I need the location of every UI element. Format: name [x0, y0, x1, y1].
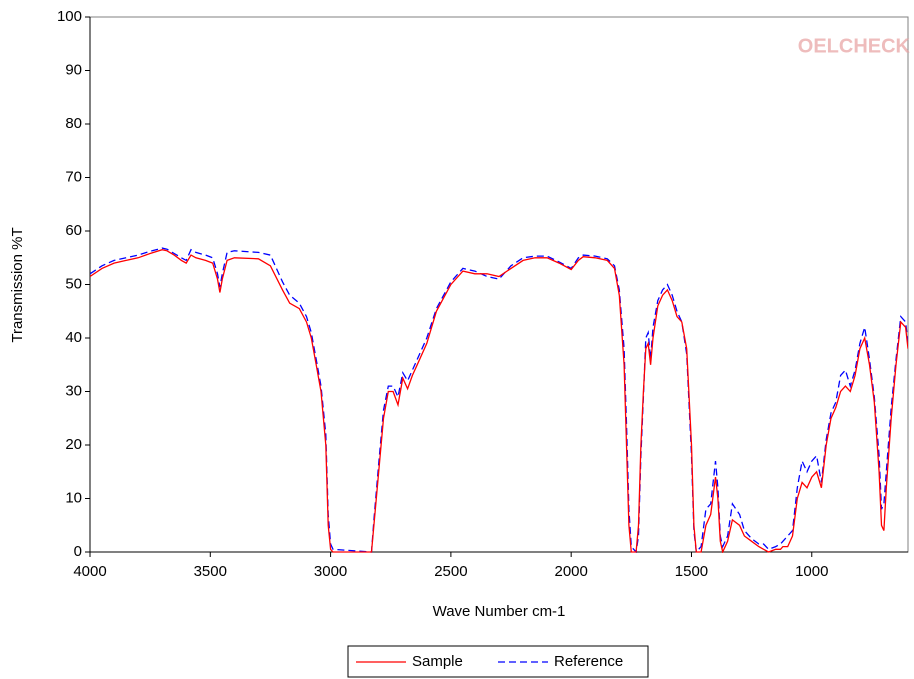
y-tick-label: 30: [65, 382, 82, 399]
y-axis-title: Transmission %T: [9, 227, 26, 342]
y-tick-label: 80: [65, 115, 82, 132]
y-tick-label: 90: [65, 61, 82, 78]
x-tick-label: 3000: [314, 563, 347, 580]
y-tick-label: 70: [65, 168, 82, 185]
series-line: [90, 249, 908, 553]
x-tick-label: 1500: [675, 563, 708, 580]
legend-label: Sample: [412, 653, 463, 670]
x-tick-label: 2000: [554, 563, 587, 580]
plot-series: [90, 247, 908, 553]
y-tick-label: 50: [65, 275, 82, 292]
x-tick-label: 4000: [73, 563, 106, 580]
y-tick-label: 20: [65, 436, 82, 453]
y-tick-label: 10: [65, 489, 82, 506]
series-line: [90, 247, 908, 553]
x-tick-label: 2500: [434, 563, 467, 580]
y-tick-label: 40: [65, 329, 82, 346]
watermark: OELCHECK: [798, 35, 911, 57]
x-tick-label: 3500: [194, 563, 227, 580]
y-tick-label: 100: [57, 8, 82, 25]
y-tick-label: 60: [65, 222, 82, 239]
x-axis-title: Wave Number cm-1: [433, 603, 566, 620]
plot-frame: [89, 16, 909, 553]
y-tick-label: 0: [74, 543, 82, 560]
x-tick-label: 1000: [795, 563, 828, 580]
legend-label: Reference: [554, 653, 623, 670]
